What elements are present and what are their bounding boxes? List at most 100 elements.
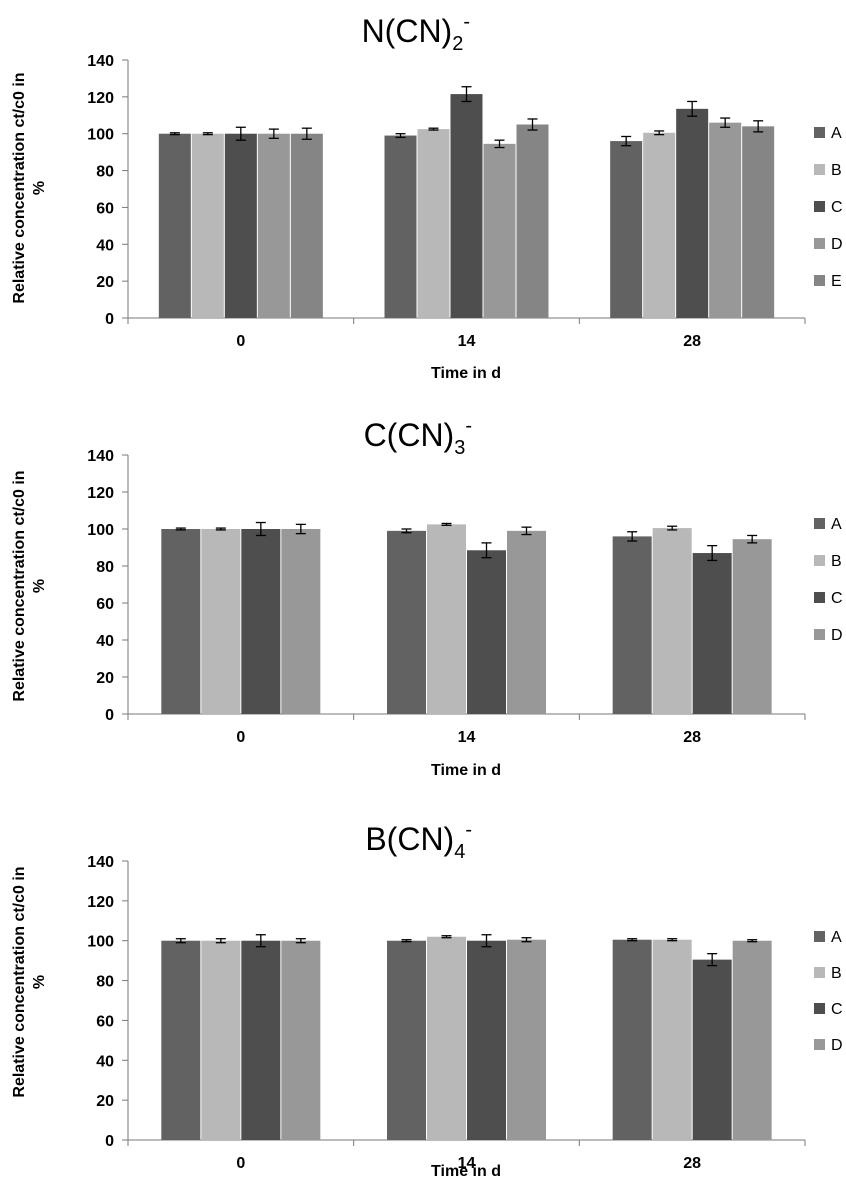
y-tick-label: 80 (96, 974, 114, 991)
legend-item-E: E (814, 273, 842, 290)
legend-swatch (814, 275, 825, 286)
y-tick-label: 20 (96, 670, 114, 687)
error-bar-B-0 (202, 132, 213, 136)
bar-E-0 (290, 133, 323, 318)
y-tick-label: 100 (87, 127, 114, 144)
y-tick-label: 60 (96, 200, 114, 217)
legend-swatch (814, 238, 825, 249)
x-tick-label: 14 (458, 729, 476, 746)
error-bar-B-28 (654, 130, 665, 136)
bar-B-14 (427, 524, 466, 714)
y-tick-label: 100 (87, 934, 114, 951)
legend-swatch (814, 201, 825, 212)
error-bar-D-14 (521, 937, 532, 943)
bar-C-0 (241, 940, 281, 1140)
error-bar-C-0 (255, 521, 266, 537)
legend-swatch (814, 629, 825, 640)
bar-A-0 (161, 940, 201, 1140)
bar-B-0 (201, 529, 241, 714)
bar-D-28 (732, 539, 772, 714)
legend: A B C D (814, 516, 843, 644)
y-axis-label: Relative concentration ct/c0 in % (11, 470, 48, 701)
y-axis-label-line2: % (31, 579, 48, 593)
legend-item-B: B (814, 162, 842, 179)
legend-label: C (831, 199, 843, 216)
x-tick-label: 14 (458, 333, 476, 350)
y-tick-label: 0 (105, 707, 114, 724)
bar-D-14 (483, 143, 516, 318)
error-bar-A-28 (627, 938, 638, 942)
error-bar-C-14 (481, 934, 492, 948)
legend-item-C: C (814, 199, 843, 216)
legend-label: B (831, 553, 842, 570)
plot-area: 0 20 40 60 80 100 120 140 0 14 28 (87, 854, 806, 1172)
y-tick-label: 0 (105, 311, 114, 328)
y-tick-label: 140 (87, 854, 114, 871)
y-axis-label-line1: Relative concentration ct/c0 in (11, 470, 28, 701)
bar-A-14 (387, 530, 426, 714)
bar-C-0 (241, 529, 281, 714)
bar-A-14 (387, 940, 426, 1140)
y-tick-label: 20 (96, 1093, 114, 1110)
legend-swatch (814, 1039, 825, 1050)
y-tick-label: 120 (87, 90, 114, 107)
error-bar-E-14 (527, 118, 538, 131)
plot-area: 0 20 40 60 80 100 120 140 0 14 28 (87, 448, 806, 746)
bar-C-28 (692, 553, 732, 714)
title-superscript: - (463, 11, 470, 33)
bar-A-14 (384, 135, 417, 318)
x-axis-label: Time in d (431, 762, 501, 779)
error-bar-A-14 (395, 133, 406, 139)
x-axis-label: Time in d (431, 1163, 501, 1180)
bar-B-14 (417, 129, 450, 318)
bar-A-28 (612, 536, 652, 714)
error-bar-C-0 (255, 934, 266, 948)
legend-label: D (831, 236, 843, 253)
error-bar-B-14 (428, 127, 439, 131)
y-tick-label: 60 (96, 596, 114, 613)
x-tick-label: 0 (236, 729, 245, 746)
y-tick-label: 140 (87, 53, 114, 70)
error-bar-B-0 (215, 938, 226, 944)
error-bar-A-28 (621, 135, 632, 147)
bar-E-14 (516, 124, 549, 318)
error-bar-C-28 (687, 100, 698, 117)
legend-label: A (831, 125, 842, 142)
y-axis-label: Relative concentration ct/c0 in % (11, 866, 48, 1097)
y-tick-label: 40 (96, 633, 114, 650)
bar-D-0 (281, 529, 321, 714)
y-axis-label-line1: Relative concentration ct/c0 in (11, 866, 28, 1097)
bar-B-28 (652, 939, 692, 1140)
legend-swatch (814, 967, 825, 978)
chart-ccn3: C(CN)3- Relative concentration ct/c0 in … (11, 415, 843, 779)
legend-label: C (831, 590, 843, 607)
y-axis-label-line2: % (31, 181, 48, 195)
legend-item-C: C (814, 590, 843, 607)
error-bar-A-14 (401, 528, 412, 534)
y-tick-label: 20 (96, 274, 114, 291)
bar-C-28 (676, 108, 709, 318)
bar-A-0 (161, 529, 201, 714)
legend-label: D (831, 1037, 843, 1054)
y-tick-label: 120 (87, 894, 114, 911)
error-bar-D-14 (521, 526, 532, 536)
y-tick-label: 40 (96, 237, 114, 254)
y-tick-label: 120 (87, 485, 114, 502)
legend-swatch (814, 164, 825, 175)
error-bar-D-28 (747, 939, 758, 943)
legend-item-D: D (814, 627, 843, 644)
legend-label: A (831, 929, 842, 946)
legend-label: D (831, 627, 843, 644)
y-tick-label: 80 (96, 164, 114, 181)
legend-label: A (831, 516, 842, 533)
legend-swatch (814, 518, 825, 529)
title-subscript: 4 (454, 841, 465, 863)
error-bar-A-0 (175, 938, 186, 944)
bar-D-14 (507, 530, 546, 714)
error-bar-B-0 (215, 527, 226, 531)
title-superscript: - (465, 819, 472, 841)
chart-bcn4: B(CN)4- Relative concentration ct/c0 in … (11, 819, 843, 1180)
y-tick-label: 60 (96, 1013, 114, 1030)
legend: A B C D E (814, 125, 843, 290)
legend-swatch (814, 1003, 825, 1014)
